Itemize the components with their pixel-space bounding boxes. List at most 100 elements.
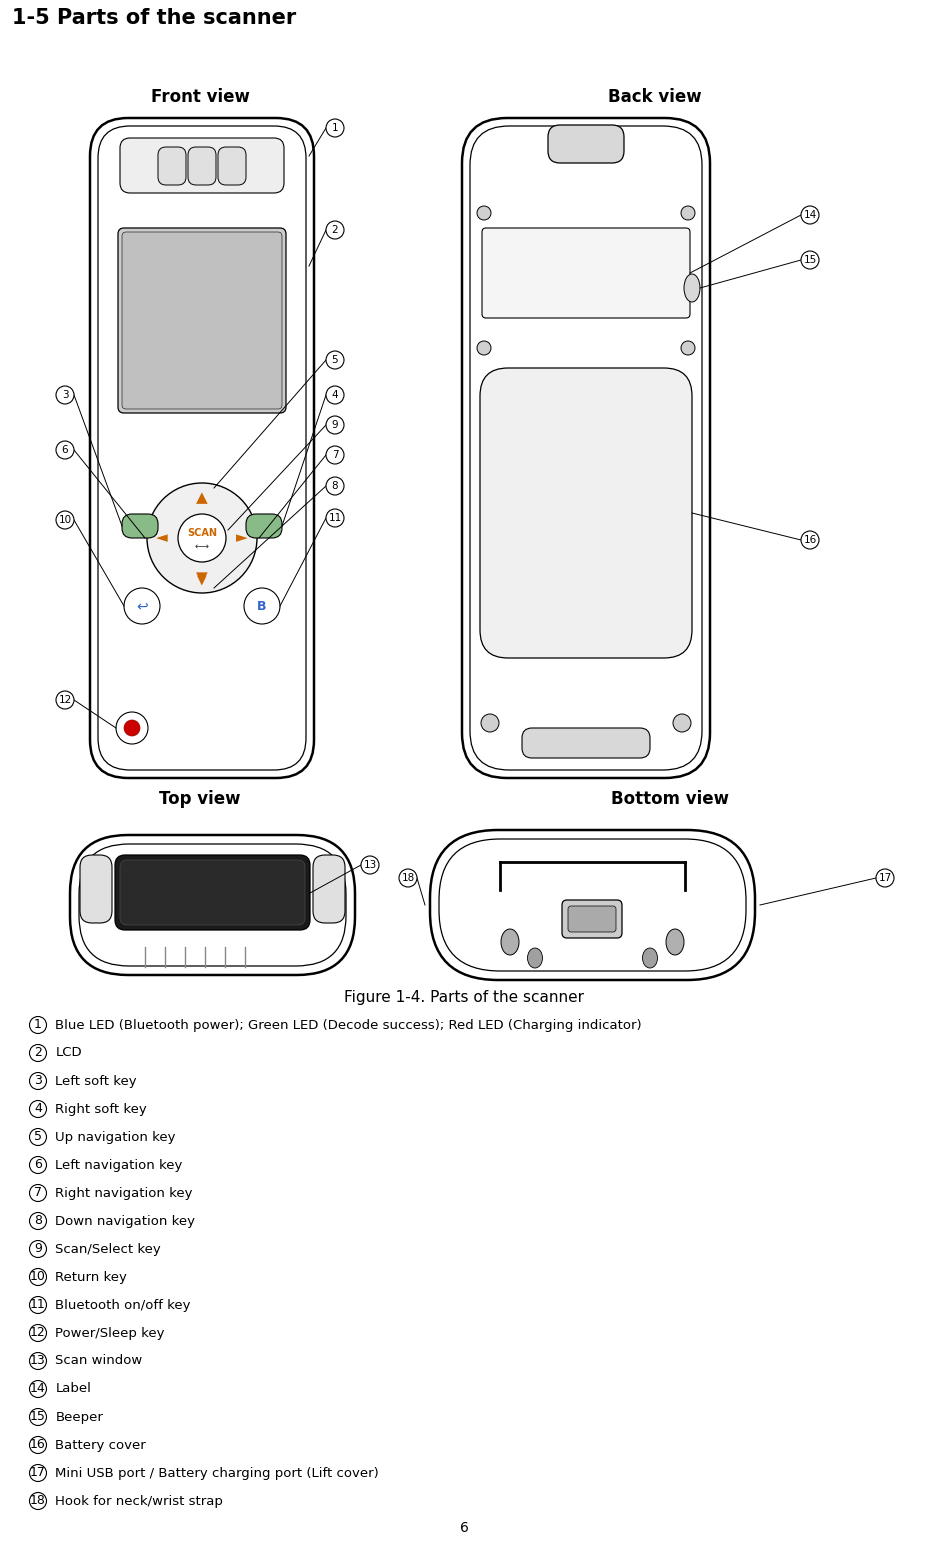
Circle shape [326, 386, 343, 403]
Text: LCD: LCD [56, 1046, 82, 1059]
Text: Beeper: Beeper [56, 1411, 103, 1423]
Circle shape [30, 1381, 46, 1398]
Circle shape [30, 1353, 46, 1370]
Text: ↩: ↩ [136, 599, 148, 613]
FancyBboxPatch shape [158, 146, 186, 185]
Text: 4: 4 [34, 1102, 42, 1115]
Circle shape [326, 118, 343, 137]
Circle shape [30, 1045, 46, 1062]
Text: 11: 11 [30, 1299, 45, 1311]
Circle shape [800, 251, 818, 269]
Text: Back view: Back view [608, 89, 701, 106]
Text: 18: 18 [30, 1495, 45, 1507]
Text: Down navigation key: Down navigation key [56, 1214, 195, 1227]
Text: 1: 1 [331, 123, 338, 132]
Text: Mini USB port / Battery charging port (Lift cover): Mini USB port / Battery charging port (L… [56, 1467, 379, 1479]
Text: 8: 8 [34, 1214, 42, 1227]
Circle shape [30, 1129, 46, 1146]
FancyBboxPatch shape [187, 146, 216, 185]
FancyBboxPatch shape [246, 514, 282, 539]
Text: 13: 13 [30, 1355, 45, 1367]
Text: ▼: ▼ [196, 570, 208, 585]
Text: Right soft key: Right soft key [56, 1102, 148, 1115]
FancyBboxPatch shape [461, 118, 709, 778]
Text: ◄: ◄ [156, 531, 168, 545]
FancyBboxPatch shape [70, 835, 354, 975]
Circle shape [680, 206, 694, 220]
Ellipse shape [527, 948, 542, 968]
Text: Bluetooth on/off key: Bluetooth on/off key [56, 1299, 191, 1311]
Circle shape [30, 1493, 46, 1509]
FancyBboxPatch shape [218, 146, 246, 185]
Circle shape [30, 1017, 46, 1034]
Ellipse shape [642, 948, 657, 968]
Circle shape [800, 531, 818, 550]
Text: ▼: ▼ [197, 573, 207, 587]
FancyBboxPatch shape [122, 514, 158, 539]
Text: 13: 13 [363, 859, 376, 870]
Text: Left soft key: Left soft key [56, 1074, 137, 1087]
Text: 16: 16 [803, 536, 816, 545]
Circle shape [30, 1073, 46, 1090]
Text: 5: 5 [34, 1130, 42, 1143]
Circle shape [244, 589, 279, 624]
FancyBboxPatch shape [120, 859, 304, 925]
Text: Return key: Return key [56, 1271, 127, 1283]
Text: 18: 18 [401, 873, 414, 883]
Text: Top view: Top view [159, 789, 240, 808]
Ellipse shape [665, 930, 683, 954]
FancyBboxPatch shape [567, 906, 615, 933]
Circle shape [875, 869, 893, 887]
Text: 8: 8 [331, 481, 338, 490]
Circle shape [481, 715, 498, 732]
FancyBboxPatch shape [122, 232, 282, 409]
Circle shape [326, 476, 343, 495]
Text: ►: ► [236, 531, 248, 545]
Text: 17: 17 [30, 1467, 45, 1479]
Text: 17: 17 [878, 873, 891, 883]
Circle shape [326, 445, 343, 464]
Text: 12: 12 [58, 694, 71, 705]
Text: 12: 12 [30, 1327, 45, 1339]
Circle shape [30, 1185, 46, 1202]
Circle shape [116, 712, 148, 744]
Text: 10: 10 [30, 1271, 45, 1283]
Circle shape [30, 1325, 46, 1342]
Circle shape [30, 1269, 46, 1286]
Text: Scan window: Scan window [56, 1355, 143, 1367]
Text: ←→: ←→ [194, 542, 210, 551]
FancyBboxPatch shape [561, 900, 622, 937]
Text: 2: 2 [331, 226, 338, 235]
FancyBboxPatch shape [482, 227, 690, 318]
Circle shape [30, 1157, 46, 1174]
FancyBboxPatch shape [80, 855, 112, 923]
Circle shape [123, 719, 140, 736]
Text: 9: 9 [331, 420, 338, 430]
Circle shape [326, 350, 343, 369]
Text: 1: 1 [34, 1018, 42, 1031]
Circle shape [30, 1241, 46, 1258]
Circle shape [476, 206, 491, 220]
Text: 3: 3 [34, 1074, 42, 1087]
Circle shape [476, 341, 491, 355]
Text: 6: 6 [34, 1158, 42, 1171]
Text: Scan/Select key: Scan/Select key [56, 1242, 161, 1255]
Circle shape [30, 1101, 46, 1118]
Text: 4: 4 [331, 389, 338, 400]
Text: 9: 9 [34, 1242, 42, 1255]
Text: Front view: Front view [150, 89, 250, 106]
Text: Hook for neck/wrist strap: Hook for neck/wrist strap [56, 1495, 223, 1507]
Circle shape [680, 341, 694, 355]
Text: 10: 10 [58, 515, 71, 525]
Circle shape [326, 221, 343, 240]
Text: Battery cover: Battery cover [56, 1439, 146, 1451]
Ellipse shape [500, 930, 519, 954]
Circle shape [56, 511, 74, 529]
Text: 14: 14 [803, 210, 816, 220]
Text: ▲: ▲ [196, 490, 208, 506]
Text: 15: 15 [30, 1411, 45, 1423]
Text: 3: 3 [61, 389, 69, 400]
FancyBboxPatch shape [522, 729, 650, 758]
Text: 16: 16 [30, 1439, 45, 1451]
FancyBboxPatch shape [548, 125, 624, 163]
